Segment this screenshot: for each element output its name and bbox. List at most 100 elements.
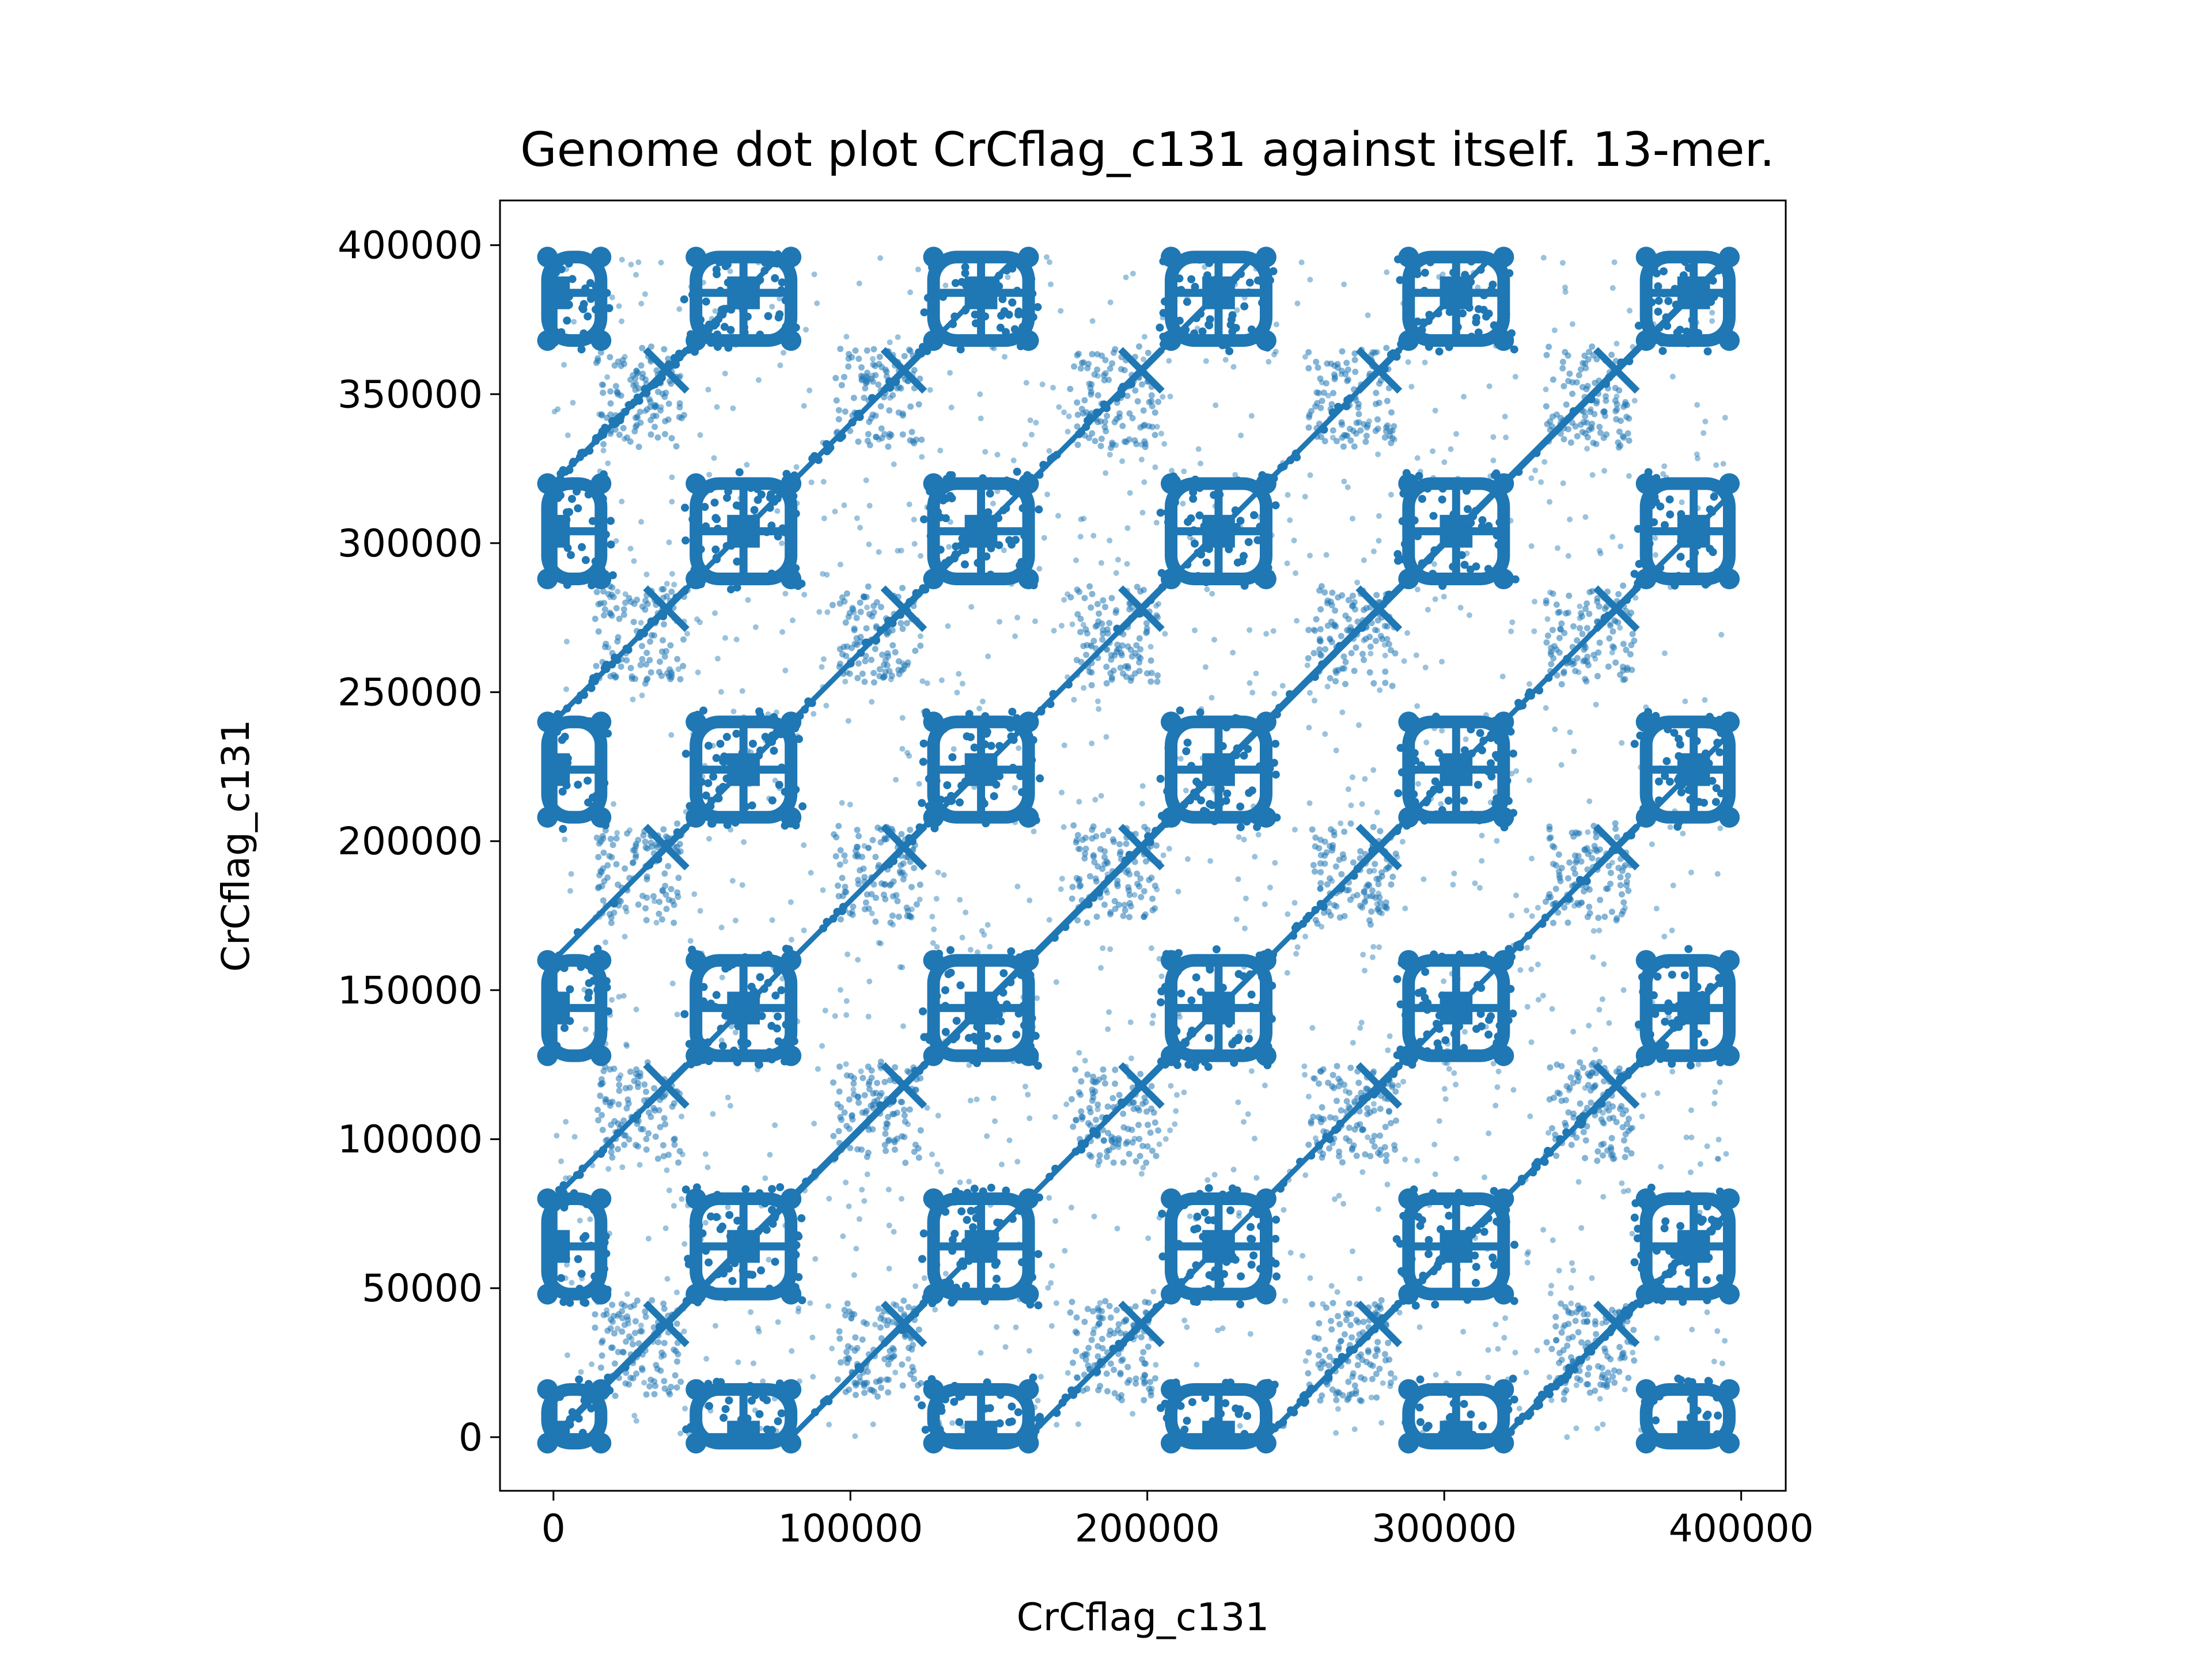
match-dot bbox=[1572, 870, 1578, 877]
match-dot bbox=[739, 688, 745, 694]
match-dot bbox=[872, 372, 879, 378]
match-dot bbox=[1594, 595, 1601, 602]
match-dot bbox=[658, 672, 665, 679]
match-dot bbox=[676, 414, 683, 421]
match-dot bbox=[640, 629, 648, 638]
match-dot bbox=[594, 1107, 601, 1113]
match-dot bbox=[640, 832, 647, 839]
match-dot bbox=[885, 1187, 892, 1193]
match-dot bbox=[642, 408, 649, 414]
match-dot bbox=[632, 1318, 639, 1325]
match-dot bbox=[1104, 890, 1111, 896]
match-dot bbox=[829, 601, 836, 608]
match-dot bbox=[756, 377, 762, 383]
match-dot bbox=[705, 387, 711, 393]
match-dot bbox=[1531, 628, 1537, 634]
match-dot bbox=[1343, 1310, 1350, 1317]
match-dot bbox=[1311, 906, 1320, 914]
match-dot bbox=[839, 651, 846, 658]
match-dot bbox=[1374, 627, 1380, 634]
match-dot bbox=[1582, 1085, 1588, 1091]
match-dot bbox=[862, 658, 869, 665]
match-dot bbox=[1077, 533, 1084, 540]
match-dot bbox=[793, 464, 800, 470]
match-dot bbox=[1139, 381, 1145, 388]
match-dot bbox=[1090, 852, 1097, 859]
match-dot bbox=[596, 840, 603, 847]
match-dot bbox=[1552, 885, 1559, 892]
match-dot bbox=[674, 1012, 680, 1018]
match-dot bbox=[1381, 623, 1388, 630]
match-dot bbox=[911, 541, 918, 547]
match-dot bbox=[710, 1111, 716, 1117]
match-dot bbox=[668, 380, 675, 387]
match-dot bbox=[1080, 359, 1087, 366]
match-dot bbox=[563, 638, 570, 645]
match-dot bbox=[829, 1346, 835, 1351]
match-dot bbox=[1139, 783, 1146, 789]
match-dot bbox=[587, 1216, 593, 1222]
match-dot bbox=[555, 1393, 564, 1401]
match-dot bbox=[632, 1330, 638, 1336]
match-dot bbox=[855, 438, 862, 445]
match-dot bbox=[1566, 859, 1573, 866]
match-dot bbox=[634, 413, 641, 419]
match-dot bbox=[865, 375, 872, 382]
match-dot bbox=[609, 1301, 616, 1308]
match-dot bbox=[1559, 260, 1566, 266]
match-dot bbox=[613, 1129, 622, 1138]
match-dot bbox=[1377, 1132, 1384, 1139]
match-dot bbox=[1136, 635, 1143, 642]
match-dot bbox=[1008, 1215, 1017, 1223]
match-dot bbox=[612, 382, 619, 389]
match-dot bbox=[1599, 996, 1605, 1002]
match-dot bbox=[1107, 452, 1113, 458]
match-dot bbox=[891, 1353, 897, 1359]
match-dot bbox=[1370, 680, 1377, 687]
match-dot bbox=[1077, 427, 1085, 436]
match-dot bbox=[1322, 731, 1328, 737]
match-dot bbox=[1619, 433, 1626, 440]
match-dot bbox=[1619, 891, 1625, 897]
match-dot bbox=[1348, 650, 1355, 657]
match-dot bbox=[1162, 631, 1168, 637]
match-dot bbox=[872, 636, 880, 645]
match-dot bbox=[838, 1116, 845, 1123]
match-dot bbox=[1615, 591, 1622, 597]
match-dot bbox=[1580, 1305, 1587, 1312]
match-dot bbox=[1482, 1174, 1487, 1180]
match-dot bbox=[836, 1328, 843, 1335]
match-dot bbox=[1071, 696, 1077, 703]
match-dot bbox=[762, 1175, 768, 1181]
match-dot bbox=[881, 431, 888, 438]
match-dot bbox=[1153, 1153, 1160, 1160]
match-dot bbox=[1324, 597, 1331, 604]
match-dot bbox=[1343, 396, 1352, 404]
match-dot bbox=[1385, 1339, 1392, 1346]
match-dot bbox=[881, 673, 888, 680]
match-dot bbox=[642, 291, 648, 297]
match-dot bbox=[621, 407, 630, 416]
match-dot bbox=[1529, 855, 1535, 862]
match-dot bbox=[1302, 915, 1311, 923]
match-dot bbox=[1108, 444, 1114, 451]
match-dot bbox=[844, 643, 851, 650]
match-dot bbox=[1392, 650, 1399, 657]
match-dot bbox=[1509, 912, 1514, 919]
match-dot bbox=[713, 555, 721, 563]
match-dot bbox=[1154, 672, 1161, 679]
match-dot bbox=[1293, 453, 1301, 461]
match-dot bbox=[937, 448, 944, 454]
match-dot bbox=[848, 1316, 854, 1322]
match-dot bbox=[906, 501, 912, 507]
match-dot bbox=[854, 853, 861, 860]
match-dot bbox=[1558, 865, 1565, 872]
match-dot bbox=[1528, 966, 1535, 972]
match-dot bbox=[1628, 609, 1634, 616]
match-dot bbox=[1612, 659, 1619, 666]
match-dot bbox=[611, 1330, 618, 1337]
match-dot bbox=[704, 1164, 711, 1171]
match-dot bbox=[615, 634, 622, 641]
match-dot bbox=[1094, 1353, 1101, 1360]
match-dot bbox=[1077, 615, 1084, 622]
